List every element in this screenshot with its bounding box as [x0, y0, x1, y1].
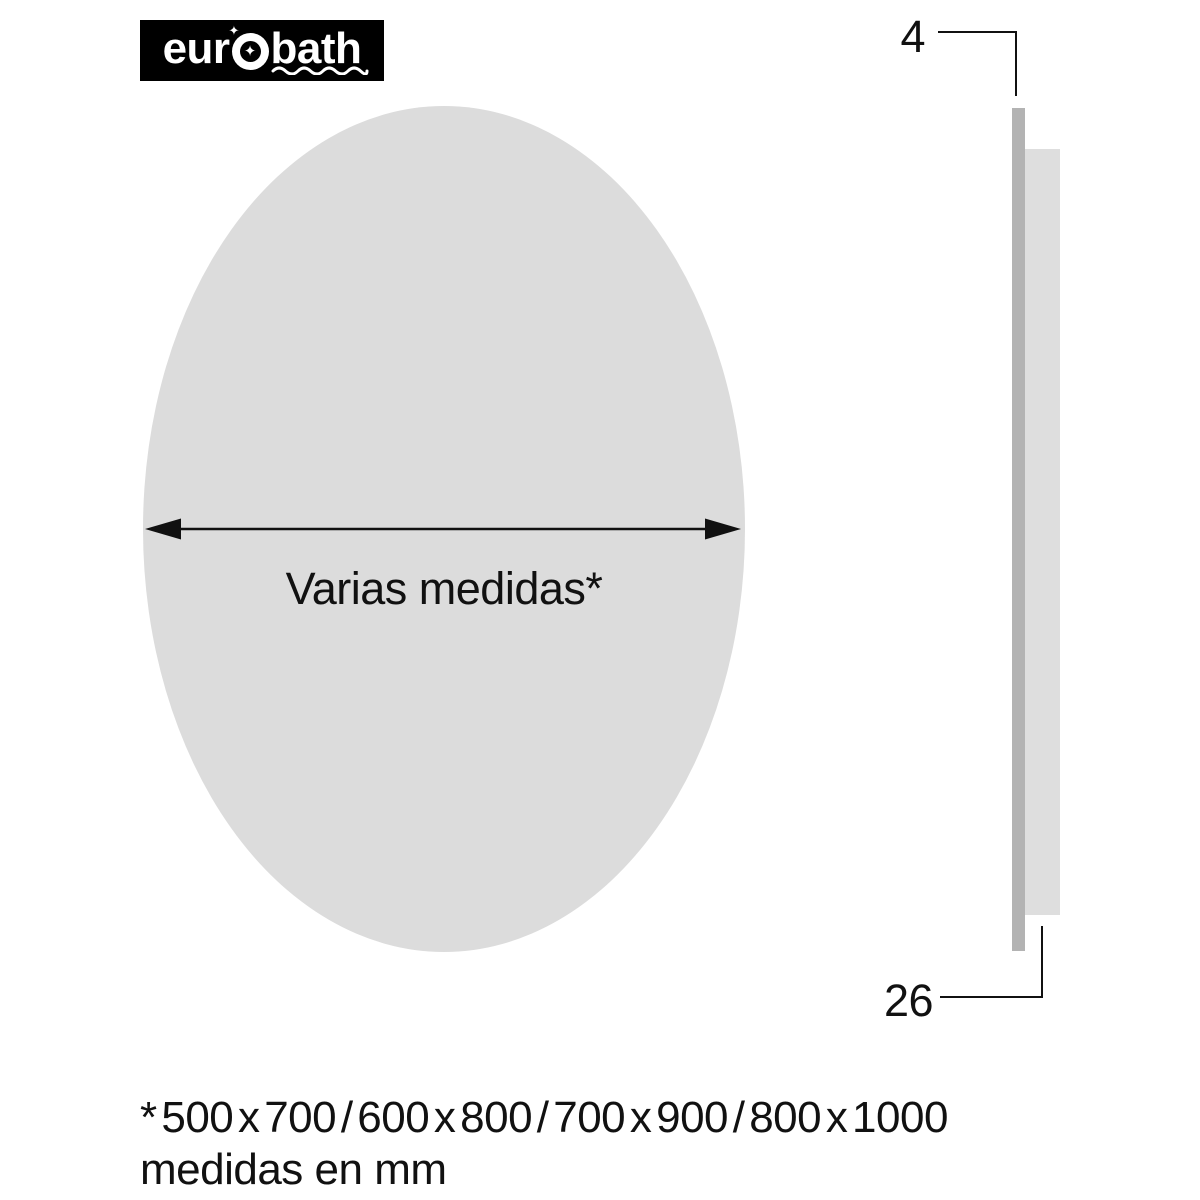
width-dimension-label: Varias medidas* [285, 563, 603, 614]
width-dimension-arrow [145, 518, 741, 540]
eurobath-logo: eur ✦ ✦ bath [140, 20, 384, 81]
mirror-side-glass [1012, 108, 1025, 951]
logo-o-star-icon: ✦ ✦ [229, 24, 269, 70]
depth-leader-line-h [940, 996, 1043, 998]
logo-text-bath: bath [270, 23, 362, 73]
depth-leader-line-v [1041, 926, 1043, 998]
units-note: medidas en mm [140, 1145, 447, 1194]
sparkle-icon: ✦ [228, 23, 240, 38]
glass-thickness-leader-line-h [938, 31, 1017, 33]
wave-underline-icon [271, 66, 369, 75]
glass-thickness-label: 4 [900, 11, 925, 62]
logo-o-hole [239, 41, 261, 62]
depth-label: 26 [883, 975, 934, 1026]
footnote: * 500 x 700 / 600 x 800 / 700 x 900 / 80… [140, 1092, 948, 1196]
available-sizes-note: * 500 x 700 / 600 x 800 / 700 x 900 / 80… [140, 1093, 948, 1142]
mirror-side-body [1025, 149, 1060, 915]
glass-thickness-leader-line-v [1015, 31, 1017, 96]
logo-text-eur: eur [162, 23, 230, 73]
star-icon: ✦ [243, 43, 257, 60]
